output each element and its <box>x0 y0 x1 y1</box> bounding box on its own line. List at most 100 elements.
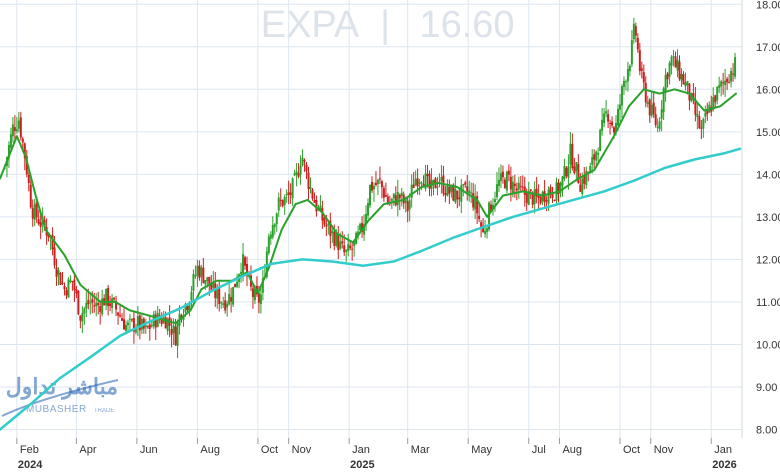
candle-body <box>493 199 496 203</box>
candle-body <box>462 184 465 186</box>
candle-body <box>547 189 550 204</box>
candle-body <box>400 192 403 197</box>
candle-body <box>670 56 673 66</box>
year-label: 2024 <box>18 459 43 470</box>
candle-body <box>499 173 502 182</box>
candle-body <box>124 325 127 331</box>
candle-body <box>444 192 447 196</box>
candle-body <box>452 184 455 201</box>
candle-body <box>640 68 643 71</box>
candle-body <box>285 193 288 195</box>
candle-body <box>557 182 560 195</box>
candle-body <box>307 172 310 190</box>
candle-body <box>563 165 566 179</box>
candle-body <box>418 181 421 184</box>
candle-body <box>206 277 209 282</box>
candle-body <box>119 315 122 317</box>
candle-body <box>35 202 38 218</box>
candle-body <box>321 208 324 221</box>
candle-body <box>618 104 621 110</box>
candle-body <box>533 189 536 204</box>
candle-body <box>597 152 600 155</box>
candle-body <box>109 303 112 307</box>
candle-body <box>370 181 373 191</box>
candle-body <box>198 265 201 278</box>
ma-short-line <box>0 88 737 325</box>
candle-body <box>341 241 344 244</box>
candle-body <box>353 242 356 246</box>
candle-body <box>460 185 463 202</box>
candle-body <box>176 323 179 346</box>
candle-body <box>605 111 608 114</box>
candle-body <box>684 82 687 87</box>
candle-body <box>662 88 665 113</box>
candle-body <box>579 184 582 192</box>
candle-body <box>319 205 322 211</box>
candle-body <box>117 312 120 316</box>
candle-body <box>396 191 399 206</box>
candle-body <box>196 265 199 276</box>
candle-body <box>365 213 368 224</box>
candle-body <box>277 197 280 211</box>
x-tick-label: Mar <box>411 444 430 456</box>
candle-body <box>497 179 500 187</box>
candle-body <box>543 191 546 203</box>
candle-body <box>19 117 22 138</box>
candle-body <box>620 86 623 106</box>
candle-body <box>53 247 56 266</box>
x-tick-label: Jan <box>714 444 732 456</box>
candle-body <box>246 264 249 277</box>
candle-body <box>551 192 554 198</box>
candle-body <box>214 283 217 299</box>
candle-body <box>408 200 411 210</box>
candle-body <box>674 56 677 68</box>
x-tick-label: Jun <box>140 444 158 456</box>
candle-body <box>615 123 618 133</box>
x-tick-label: Nov <box>654 444 674 456</box>
candle-body <box>224 300 227 311</box>
candle-body <box>559 182 562 194</box>
y-tick-label: 13.00 <box>756 212 780 224</box>
candle-body <box>720 81 723 87</box>
candle-body <box>525 192 528 203</box>
candle-body <box>174 326 177 346</box>
candle-body <box>297 173 300 177</box>
y-tick-label: 8.00 <box>756 424 777 436</box>
candle-body <box>273 224 276 228</box>
candle-body <box>535 188 538 197</box>
candle-body <box>549 186 552 195</box>
candle-body <box>367 203 370 216</box>
candle-body <box>81 313 84 322</box>
candle-body <box>313 199 316 203</box>
y-tick-label: 18.00 <box>756 0 780 11</box>
candle-body <box>622 80 625 88</box>
candle-body <box>83 308 86 314</box>
candle-body <box>567 166 570 178</box>
candle-body <box>331 230 334 234</box>
candle-body <box>218 287 221 304</box>
x-tick-label: Oct <box>261 444 278 456</box>
candle-body <box>122 319 125 330</box>
candle-body <box>589 166 592 174</box>
candle-body <box>170 329 173 335</box>
moving-averages <box>0 88 742 431</box>
chart-header: EXPA | 16.60 <box>261 4 515 46</box>
candle-body <box>220 302 223 304</box>
candle-body <box>323 217 326 225</box>
ma-long-line <box>0 147 742 431</box>
candle-body <box>186 306 189 310</box>
logo-latin: MUBASHER <box>26 404 87 415</box>
candle-body <box>283 196 286 205</box>
candle-body <box>386 196 389 204</box>
y-tick-label: 12.00 <box>756 254 780 266</box>
candle-body <box>702 118 705 129</box>
candle-body <box>632 23 635 40</box>
candle-body <box>184 303 187 313</box>
candle-body <box>505 171 508 191</box>
candle-body <box>226 303 229 308</box>
candle-body <box>414 178 417 186</box>
candle-body <box>410 184 413 198</box>
candle-body <box>351 248 354 250</box>
